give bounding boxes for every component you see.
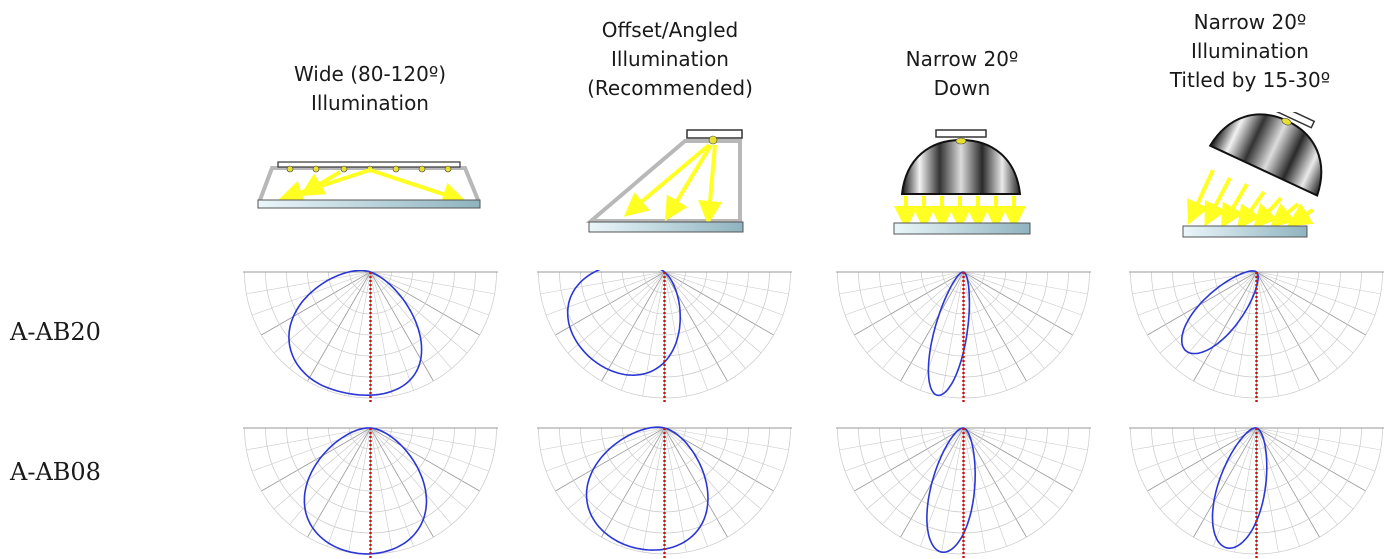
narrow-down-illustration <box>893 129 1031 235</box>
grid-ring <box>307 271 434 336</box>
column-header-wide: Wide (80-120º) Illumination <box>270 60 470 118</box>
header-line: Illumination <box>1191 39 1309 63</box>
offset-illumination-illustration <box>585 129 744 233</box>
light-distribution-curve <box>1211 427 1268 550</box>
header-line: Narrow 20º <box>1193 10 1307 34</box>
grid-ring <box>580 427 749 513</box>
header-line: Down <box>933 76 991 100</box>
polar-plot-a-ab08-narrow-down <box>836 427 1091 558</box>
header-line: Wide (80-120º) <box>293 62 447 86</box>
polar-plot-a-ab20-narrow-tilted <box>1129 270 1384 402</box>
polar-plot-a-ab08-wide <box>243 427 498 558</box>
grid-ring <box>900 427 1027 492</box>
polar-plot-a-ab20-offset <box>537 270 792 402</box>
light-distribution-curve <box>1181 270 1259 355</box>
grid-ring <box>879 427 1048 513</box>
polar-plot-a-ab08-offset <box>537 426 792 558</box>
light-distribution-curve <box>288 270 423 397</box>
grid-ring <box>307 427 434 492</box>
column-header-narrow-down: Narrow 20º Down <box>862 45 1062 103</box>
grid-ring <box>286 271 455 357</box>
wide-illumination-illustration <box>257 161 481 209</box>
column-header-narrow-tilted: Narrow 20º Illumination Titled by 15-30º <box>1150 8 1350 95</box>
light-distribution-curve <box>926 427 977 553</box>
polar-plot-a-ab08-narrow-tilted <box>1129 427 1384 558</box>
grid-ring <box>1172 271 1341 357</box>
light-distribution-curve <box>566 270 681 377</box>
row-label-a-ab08: A-AB08 <box>10 458 101 486</box>
header-line: Offset/Angled <box>601 18 739 42</box>
grid-ring <box>1193 271 1320 336</box>
header-line: Titled by 15-30º <box>1169 68 1331 92</box>
grid-ring <box>286 427 455 513</box>
light-distribution-curve <box>303 427 428 555</box>
grid-ring <box>601 271 728 336</box>
header-line: (Recommended) <box>587 76 753 100</box>
polar-plot-a-ab20-wide <box>243 270 498 402</box>
header-line: Narrow 20º <box>905 47 1019 71</box>
grid-ring <box>1193 427 1320 492</box>
grid-ring <box>879 271 1048 357</box>
grid-ring <box>900 271 1027 336</box>
header-line: Illumination <box>311 91 429 115</box>
row-label-a-ab20: A-AB20 <box>10 318 101 346</box>
grid-ring <box>1172 427 1341 513</box>
narrow-tilted-illustration <box>1182 112 1323 238</box>
header-line: Illumination <box>611 47 729 71</box>
grid-ring <box>580 271 749 357</box>
light-distribution-curve <box>585 426 709 551</box>
grid-ring <box>601 427 728 492</box>
light-distribution-curve <box>927 271 971 397</box>
column-header-offset: Offset/Angled Illumination (Recommended) <box>570 16 770 103</box>
polar-plot-a-ab20-narrow-down <box>836 271 1091 402</box>
